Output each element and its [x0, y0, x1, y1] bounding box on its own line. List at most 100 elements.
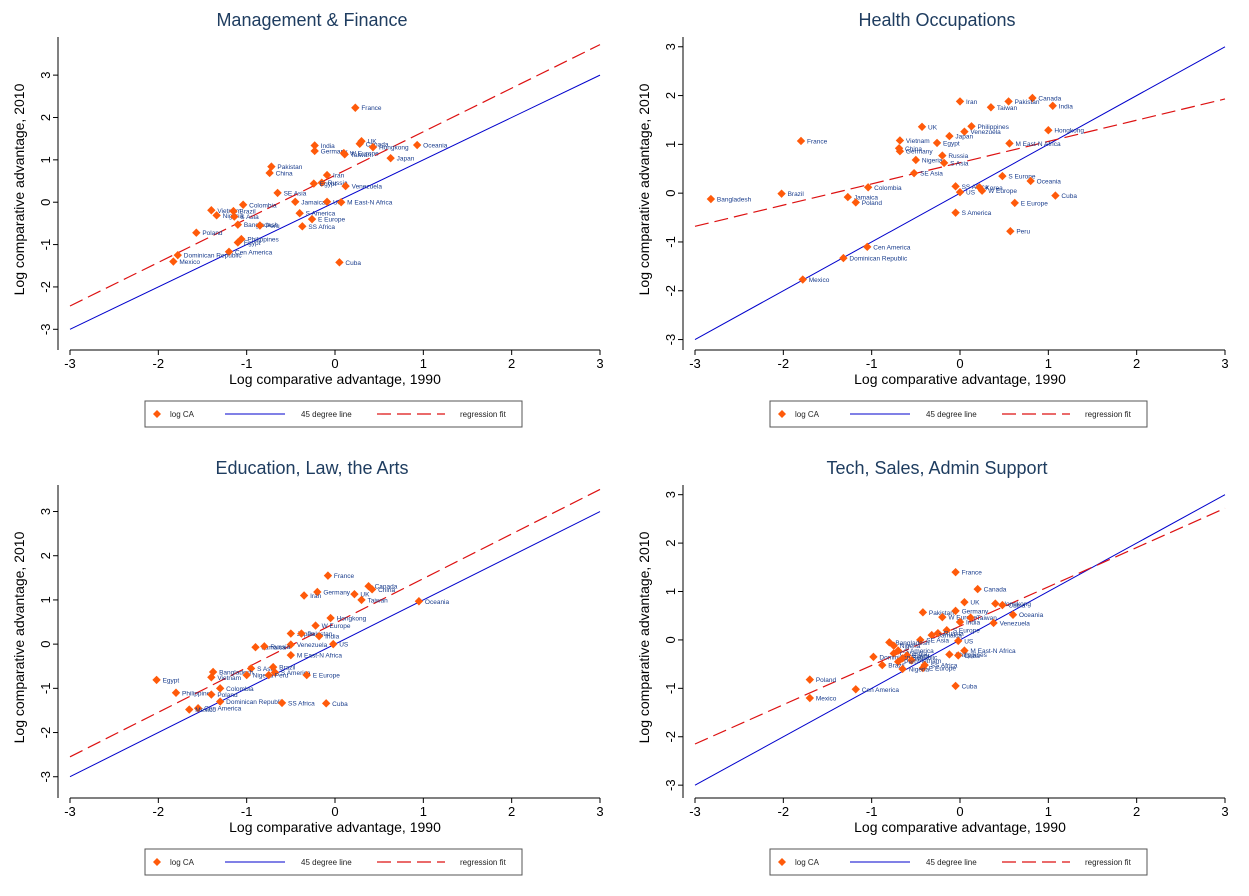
data-point-marker	[986, 103, 996, 112]
data-point-label: W Europe	[988, 188, 1017, 195]
data-point-label: Taiwan	[368, 597, 389, 604]
data-point-label: Egypt	[913, 653, 930, 660]
data-point-label: China	[276, 170, 293, 177]
data-point-marker	[869, 652, 878, 662]
data-point-e-europe: E Europe	[307, 214, 346, 224]
data-point-label: Cen America	[204, 706, 242, 713]
data-point-label: E Europe	[929, 666, 956, 673]
data-point-label: Cuba	[345, 260, 361, 267]
data-point-label: Colombia	[249, 202, 277, 209]
data-point-label: Iran	[966, 99, 978, 106]
data-point-dominican-republic: Dominican Republic	[839, 253, 908, 263]
data-point-marker	[916, 635, 925, 645]
data-point-label: Hongkong	[337, 616, 367, 623]
data-point-marker	[889, 649, 898, 658]
data-point-marker	[942, 626, 951, 635]
y-tick-label: -3	[38, 771, 53, 783]
data-point-brazil: Brazil	[229, 206, 256, 216]
y-tick-label: 2	[663, 92, 678, 99]
data-point-marker	[237, 234, 246, 244]
chart-title: Management & Finance	[216, 10, 407, 30]
x-tick-label: -1	[241, 356, 253, 371]
data-point-marker	[260, 642, 269, 651]
data-point-france: France	[796, 136, 828, 145]
data-point-marker	[863, 183, 873, 192]
data-point-oceania: Oceania	[412, 140, 448, 150]
data-point-marker	[169, 257, 178, 266]
data-point-label: S Europe	[1008, 174, 1035, 181]
data-point-marker	[917, 122, 927, 131]
y-axis-label: Log comparative advantage, 2010	[11, 83, 27, 295]
data-point-japan: Japan	[386, 153, 415, 163]
y-tick-label: 1	[663, 141, 678, 148]
data-point-poland: Poland	[192, 228, 223, 237]
legend: log CA 45 degree line regression fit	[769, 848, 1148, 876]
data-point-s-asia: S Asia	[230, 212, 259, 221]
data-point-label: S America	[904, 648, 934, 655]
x-tick-label: 2	[508, 356, 515, 371]
data-point-label: SS Africa	[931, 663, 958, 670]
data-point-dominican-republic: Dominican Republic	[173, 250, 242, 260]
data-point-label: Korea	[985, 185, 1003, 192]
y-tick-label: 3	[38, 508, 53, 515]
data-point-label: Germany	[906, 149, 933, 156]
data-point-label: Iran	[310, 593, 322, 600]
y-tick-label: 2	[38, 114, 53, 121]
data-point-us: US	[954, 636, 974, 645]
data-point-label: India	[325, 634, 339, 641]
data-point-taiwan: Taiwan	[357, 595, 389, 604]
data-point-canada: Canada	[973, 584, 1007, 594]
data-point-iran: Iran	[299, 591, 322, 600]
data-point-marker	[295, 209, 304, 218]
data-point-label: Dominican Republic	[879, 654, 938, 661]
data-point-label: Philippines	[955, 652, 987, 659]
data-point-marker	[955, 187, 965, 197]
legend: log CA 45 degree line regression fit	[769, 400, 1148, 428]
data-point-s-america: S America	[270, 668, 311, 677]
data-point-marker	[207, 690, 216, 699]
chart-svg: Tech, Sales, Admin Support -3 -2 -1 0 1 2 3 -3 -2…	[636, 458, 1229, 876]
data-point-label: Iran	[333, 173, 345, 180]
data-point-marker	[951, 182, 960, 191]
data-point-india: India	[955, 617, 980, 627]
data-point-nigeria: Nigeria	[212, 211, 244, 220]
data-point-label: Cen America	[862, 687, 900, 694]
data-point-marker	[1051, 191, 1060, 200]
data-point-marker	[955, 617, 965, 627]
panel-management-finance: Management & Finance -3 -2 -1 0 1 2 3 -3 -2 -1 0 1 2 3…	[0, 0, 624, 448]
legend-marker-symbol	[153, 858, 161, 866]
data-point-marker	[321, 699, 331, 708]
data-point-marker	[939, 158, 949, 168]
data-point-germany: Germany	[310, 146, 348, 156]
data-point-marker	[706, 194, 716, 204]
data-point-marker	[911, 155, 921, 165]
data-point-hongkong: Hongkong	[1044, 126, 1084, 135]
data-point-marker	[193, 704, 203, 713]
data-point-marker	[955, 97, 965, 106]
y-axis-label: Log comparative advantage, 2010	[636, 83, 652, 295]
x-tick-label: 3	[1221, 356, 1228, 371]
data-point-marker	[350, 589, 359, 599]
data-point-marker	[945, 131, 954, 141]
data-point-label: W Europe	[948, 615, 977, 622]
data-point-label: Nigeria	[253, 673, 274, 680]
data-point-bangladesh: Bangladesh	[706, 194, 752, 204]
data-point-marker	[233, 220, 243, 229]
x-tick-label: -2	[153, 356, 165, 371]
data-point-taiwan: Taiwan	[986, 103, 1018, 112]
data-point-marker	[291, 197, 300, 206]
data-point-marker	[310, 146, 319, 156]
data-point-marker	[1044, 126, 1053, 135]
data-point-marker	[329, 639, 338, 649]
data-point-label: Cuba	[1061, 193, 1077, 200]
data-point-label: M East-N Africa	[970, 648, 1016, 655]
data-point-nigeria: Nigeria	[889, 641, 921, 650]
x-tick-label: 3	[596, 356, 603, 371]
data-point-marker	[173, 250, 182, 260]
legend-box	[769, 848, 1148, 876]
data-point-se-asia: SE Asia	[909, 168, 943, 178]
data-point-label: S Asia	[240, 214, 259, 221]
data-point-label: Jamaica	[854, 195, 879, 202]
legend-marker-symbol	[778, 858, 786, 866]
data-point-marker	[273, 188, 282, 198]
